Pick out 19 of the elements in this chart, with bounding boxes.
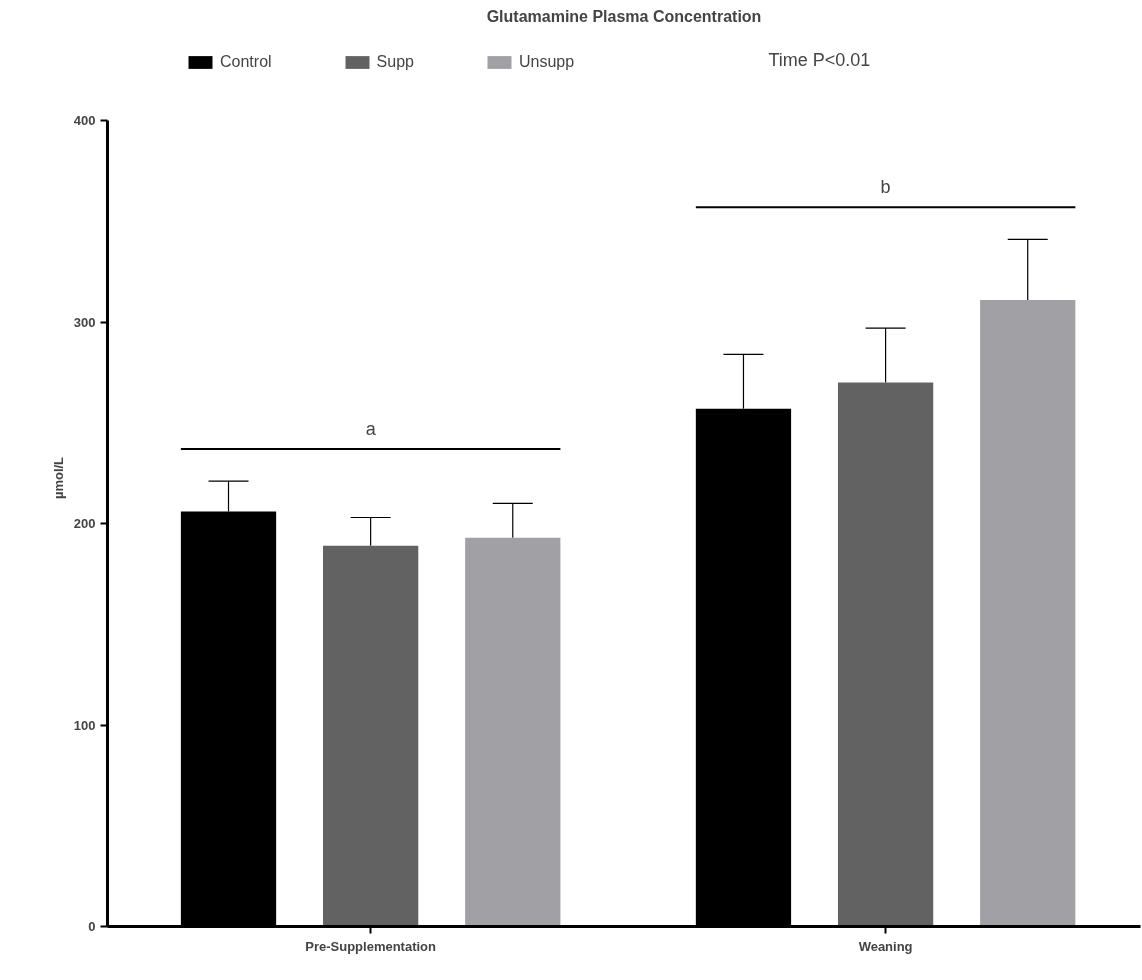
y-tick-label: 200 [73, 516, 96, 532]
x-tick-label: Weaning [858, 938, 913, 954]
bar [323, 545, 419, 927]
y-tick-label: 300 [73, 314, 96, 330]
annotation: b [880, 177, 891, 198]
annotation: a [365, 418, 377, 439]
y-axis-title: µmol/L [50, 456, 66, 500]
legend-label: Supp [376, 53, 414, 71]
x-tick-label: Pre-Supplementation [305, 938, 437, 954]
bar [465, 537, 561, 927]
y-tick-label: 0 [88, 919, 96, 934]
y-tick-label: 400 [73, 113, 96, 129]
text: Time P<0.01 [768, 49, 871, 70]
bar [980, 299, 1076, 927]
chart-title: Glutamamine Plasma Concentration [486, 7, 762, 25]
y-tick-label: 100 [73, 717, 96, 733]
legend-label: Control [220, 53, 272, 71]
legend-label: Unsupp [518, 53, 575, 71]
bar [837, 382, 934, 927]
